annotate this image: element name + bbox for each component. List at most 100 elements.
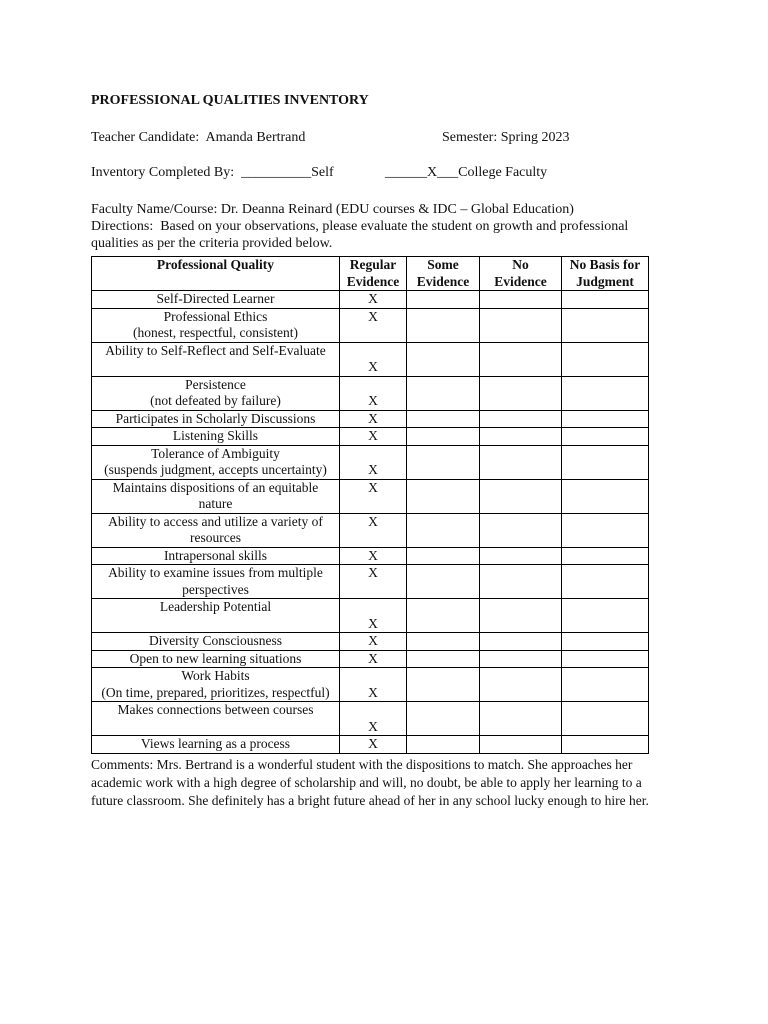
rating-cell <box>561 649 649 668</box>
rating-cell <box>561 341 649 377</box>
rating-cell <box>479 598 562 633</box>
rating-cell <box>406 667 480 702</box>
rating-cell <box>406 444 480 480</box>
rating-cell <box>561 375 649 411</box>
rating-cell: X <box>339 341 407 377</box>
quality-label: Ability to Self-Reflect and Self-Evaluat… <box>91 341 340 377</box>
quality-label: Ability to examine issues from multiple p… <box>91 564 340 599</box>
rating-cell: X <box>339 478 407 514</box>
rating-cell <box>406 478 480 514</box>
table-row: Ability to examine issues from multiple p… <box>91 564 649 599</box>
header-line: No <box>512 257 529 272</box>
quality-label: Professional Ethics (honest, respectful, … <box>91 307 340 343</box>
quality-label-line: Professional Ethics <box>163 308 268 324</box>
column-header: Regular Evidence <box>339 256 407 291</box>
rating-cell <box>561 444 649 480</box>
rating-cell <box>479 478 562 514</box>
rating-cell <box>479 649 562 668</box>
table-row: Persistence (not defeated by failure) X <box>91 375 649 411</box>
header-line: No Basis for <box>569 257 641 272</box>
table-row: Professional Ethics (honest, respectful, … <box>91 307 649 343</box>
quality-label: Persistence (not defeated by failure) <box>91 375 340 411</box>
table-row: Tolerance of Ambiguity (suspends judgment… <box>91 444 649 480</box>
rating-cell: X <box>339 512 407 548</box>
table-and-comments: Professional Quality Regular Evidence Some E… <box>91 256 681 810</box>
rating-cell <box>561 409 649 428</box>
quality-label-line: Tolerance of Ambiguity <box>151 445 280 461</box>
quality-label-line: Diversity Consciousness <box>148 633 283 648</box>
faculty-course: Faculty Name/Course: Dr. Deanna Reinard … <box>91 202 574 217</box>
quality-label: Diversity Consciousness <box>91 632 340 651</box>
rating-cell <box>406 735 480 754</box>
rating-cell <box>561 512 649 548</box>
column-header: Some Evidence <box>406 256 480 291</box>
qualities-table: Professional Quality Regular Evidence Some E… <box>91 256 649 754</box>
rating-cell <box>406 632 480 651</box>
rating-cell <box>561 546 649 565</box>
rating-cell <box>479 667 562 702</box>
table-row: Makes connections between courses X <box>91 701 649 736</box>
rating-cell: X <box>339 632 407 651</box>
semester: Semester: Spring 2023 <box>442 130 570 145</box>
quality-label: Intrapersonal skills <box>91 546 340 565</box>
table-row: Diversity Consciousness X <box>91 632 649 651</box>
quality-label: Participates in Scholarly Discussions <box>91 409 340 428</box>
rating-cell: X <box>339 375 407 411</box>
header-line: Judgment <box>576 273 634 289</box>
rating-cell <box>406 649 480 668</box>
quality-label-line: Views learning as a process <box>140 736 291 751</box>
header-line: Evidence <box>494 273 547 289</box>
rating-cell: X <box>339 649 407 668</box>
rating-cell: X <box>339 409 407 428</box>
rating-cell: X <box>339 701 407 736</box>
table-header-row: Professional Quality Regular Evidence Some E… <box>91 256 649 291</box>
quality-label-line: perspectives <box>182 581 249 597</box>
header-line: Regular <box>349 257 397 272</box>
rating-cell <box>406 546 480 565</box>
quality-label: Views learning as a process <box>91 735 340 754</box>
quality-label-line: Ability to access and utilize a variety … <box>108 513 323 529</box>
rating-cell <box>406 598 480 633</box>
rating-cell <box>406 409 480 428</box>
rating-cell: X <box>339 427 407 446</box>
quality-label: Self-Directed Learner <box>91 290 340 309</box>
completed-by: Inventory Completed By: __________Self <box>91 165 334 181</box>
quality-label: Work Habits (On time, prepared, prioritiz… <box>91 667 340 702</box>
self-label: Self <box>311 165 334 180</box>
rating-cell <box>479 409 562 428</box>
quality-label: Listening Skills <box>91 427 340 446</box>
faculty-choice: ______X___College Faculty <box>385 165 547 181</box>
rating-cell: X <box>339 564 407 599</box>
header-line <box>94 274 337 290</box>
rating-cell <box>561 478 649 514</box>
table-row: Self-Directed Learner X <box>91 290 649 309</box>
quality-label-line <box>94 359 337 376</box>
header-line: Professional Quality <box>156 257 275 272</box>
quality-label-line: nature <box>198 496 233 511</box>
quality-label-line: (honest, respectful, consistent) <box>133 325 298 340</box>
rating-cell <box>561 564 649 599</box>
table-row: Intrapersonal skills X <box>91 546 649 565</box>
rating-cell <box>406 341 480 377</box>
rating-cell <box>479 735 562 754</box>
rating-cell <box>479 307 562 343</box>
rating-cell <box>406 564 480 599</box>
rating-cell <box>561 667 649 702</box>
rating-cell: X <box>339 290 407 309</box>
teacher-candidate: Teacher Candidate: Amanda Bertrand <box>91 130 306 145</box>
rating-cell <box>561 598 649 633</box>
self-blank: __________ <box>241 165 312 180</box>
table-row: Maintains dispositions of an equitable na… <box>91 478 649 514</box>
rating-cell <box>406 701 480 736</box>
quality-label-line: Makes connections between courses <box>117 702 314 717</box>
quality-label: Maintains dispositions of an equitable na… <box>91 478 340 514</box>
faculty-label: College Faculty <box>458 165 548 180</box>
quality-label-line <box>94 719 337 736</box>
rating-cell <box>479 564 562 599</box>
table-row: Views learning as a process X <box>91 735 649 754</box>
directions-line-2: qualities as per the criteria provided b… <box>91 236 333 251</box>
comments: Comments: Mrs. Bertrand is a wonderful s… <box>91 756 649 808</box>
header-line: Evidence <box>346 273 400 289</box>
column-header: No Basis for Judgment <box>561 256 649 291</box>
rating-cell <box>561 701 649 736</box>
